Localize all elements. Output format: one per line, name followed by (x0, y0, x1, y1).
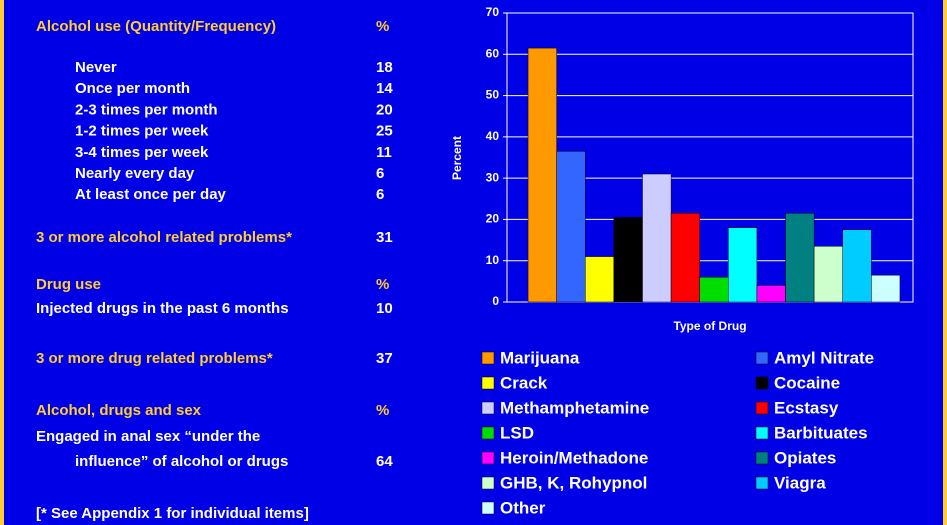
row-label: 3 or more alcohol related problems* (36, 229, 292, 246)
legend-swatch (755, 376, 769, 390)
x-axis-label: Type of Drug (673, 319, 746, 333)
row-label: Nearly every day (75, 165, 195, 182)
bar (642, 173, 672, 303)
legend-label: Crack (500, 373, 548, 392)
y-tick-label: 30 (486, 170, 500, 184)
y-tick-label: 60 (486, 46, 500, 60)
summary-panel: Alcohol use (Quantity/Frequency) % 3 or … (36, 18, 393, 522)
row-value: 6 (376, 165, 384, 182)
row-value: 18 (376, 59, 393, 76)
legend-swatch (755, 426, 769, 440)
row-label: Once per month (75, 80, 190, 97)
bar (728, 227, 758, 303)
legend-label: Amyl Nitrate (774, 348, 874, 367)
legend-swatch (755, 351, 769, 365)
legend-swatch (481, 376, 495, 390)
bar (813, 246, 843, 303)
row-value: 14 (376, 80, 393, 97)
row-value: 25 (376, 123, 393, 140)
row-label: 2-3 times per month (75, 101, 218, 118)
legend-label: Opiates (774, 448, 836, 467)
legend-label: Cocaine (774, 373, 840, 392)
row-label: Engaged in anal sex “under the (36, 428, 260, 445)
legend-label: Barbituates (774, 423, 868, 442)
legend-label: Other (500, 498, 546, 517)
bar (699, 276, 729, 303)
bar (785, 212, 815, 303)
row-label: 3 or more drug related problems* (36, 350, 273, 367)
y-axis-label: Percent (450, 136, 464, 180)
row-label: influence” of alcohol or drugs (75, 453, 288, 470)
legend-swatch (755, 476, 769, 490)
bar (527, 47, 557, 303)
row-label: Never (75, 59, 117, 76)
legend-swatch (755, 451, 769, 465)
bar (670, 212, 700, 303)
legend-label: GHB, K, Rohypnol (500, 473, 647, 492)
bar (871, 274, 901, 303)
row-value: 37 (376, 350, 393, 367)
legend-label: Viagra (774, 473, 826, 492)
legend-swatch (481, 401, 495, 415)
unit-header: % (376, 402, 389, 419)
frame-left (0, 0, 4, 525)
bar (756, 285, 786, 303)
legend-label: Methamphetamine (500, 398, 649, 417)
row-value: 10 (376, 300, 393, 317)
row-label: At least once per day (75, 186, 227, 203)
row-value: 6 (376, 186, 384, 203)
unit-header: % (376, 18, 389, 35)
legend-swatch (481, 351, 495, 365)
row-value: 20 (376, 101, 393, 118)
legend-swatch (481, 476, 495, 490)
row-label: 1-2 times per week (75, 123, 209, 140)
row-value: 64 (376, 453, 393, 470)
bar (585, 256, 615, 303)
y-tick-label: 70 (486, 5, 500, 19)
y-tick-label: 50 (486, 88, 500, 102)
section-header: Alcohol use (Quantity/Frequency) (36, 18, 276, 35)
frame-right (943, 0, 947, 525)
legend-label: Marijuana (500, 348, 580, 367)
legend-swatch (481, 451, 495, 465)
legend-swatch (755, 401, 769, 415)
legend-swatch (481, 501, 495, 515)
row-label: 3-4 times per week (75, 144, 209, 161)
legend-label: LSD (500, 423, 534, 442)
row-label: Injected drugs in the past 6 months (36, 300, 289, 317)
legend-swatch (481, 426, 495, 440)
footnote: [* See Appendix 1 for individual items] (36, 505, 309, 522)
section-header: Alcohol, drugs and sex (36, 402, 202, 419)
bar (842, 229, 872, 303)
y-tick-label: 10 (486, 253, 500, 267)
row-value: 31 (376, 229, 393, 246)
unit-header: % (376, 276, 389, 293)
bar (613, 217, 643, 303)
y-tick-label: 0 (492, 294, 499, 308)
bar (556, 151, 586, 303)
legend-label: Ecstasy (774, 398, 839, 417)
legend-label: Heroin/Methadone (500, 448, 648, 467)
y-tick-label: 40 (486, 129, 500, 143)
section-header: Drug use (36, 276, 101, 293)
y-tick-label: 20 (486, 212, 500, 226)
row-value: 11 (376, 144, 392, 161)
